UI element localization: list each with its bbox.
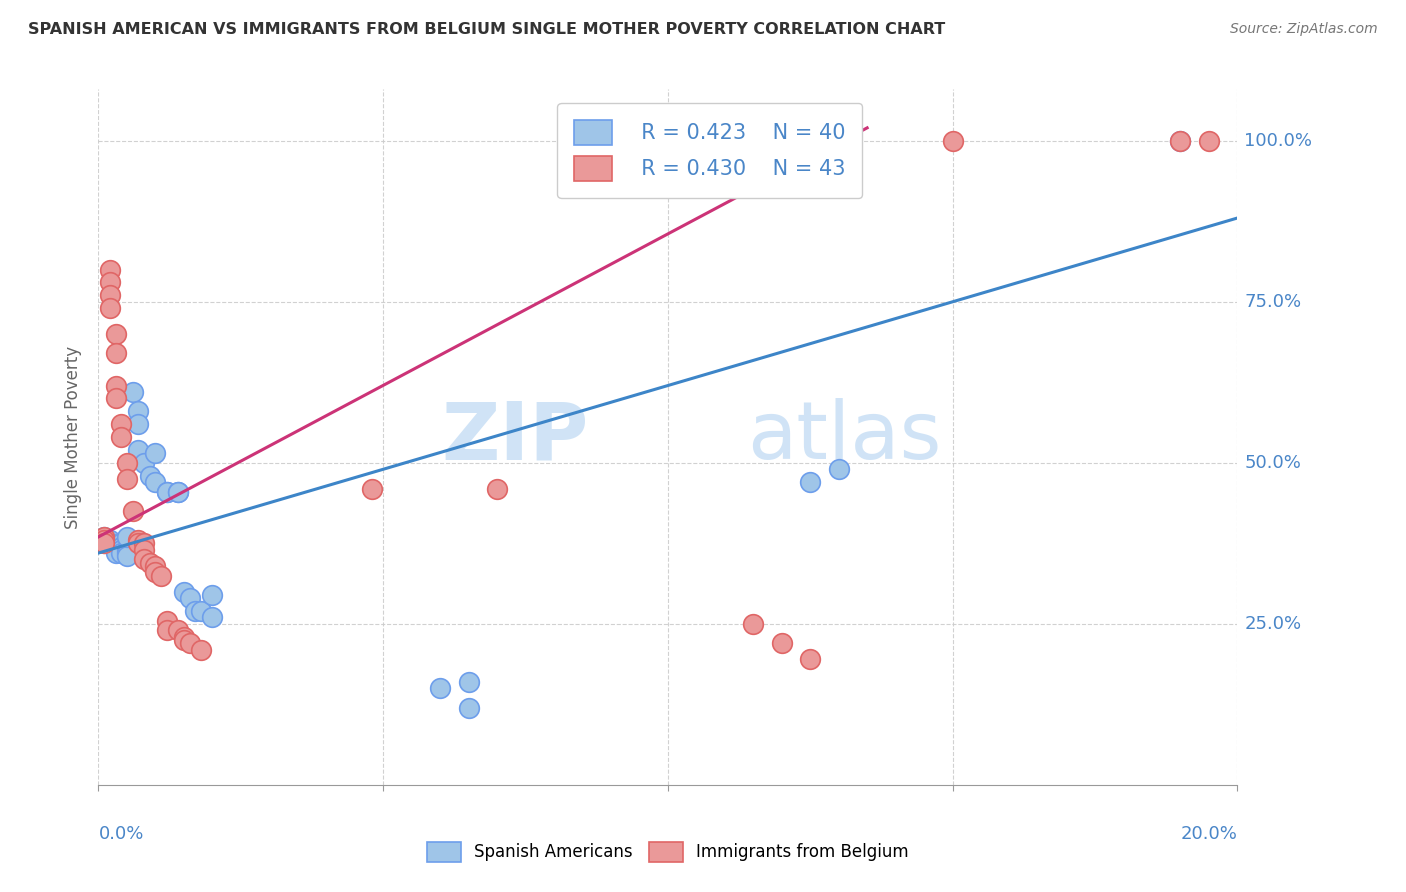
Text: 50.0%: 50.0% [1244,454,1301,472]
Point [145,558,167,573]
Point [360,482,382,496]
Point [110,540,132,554]
Point [150,568,173,582]
Point [742,616,765,631]
Point [457,700,479,714]
Point [110,536,132,550]
Point [179,636,201,650]
Legend:   R = 0.423    N = 40,   R = 0.430    N = 43: R = 0.423 N = 40, R = 0.430 N = 43 [557,103,862,198]
Point [93,533,115,548]
Point [127,417,149,432]
Point [1170,134,1192,148]
Point [132,552,155,566]
Point [132,456,155,470]
Point [156,614,179,628]
Point [457,674,479,689]
Point [190,604,212,618]
Text: 0.0%: 0.0% [98,825,143,843]
Point [93,530,115,544]
Point [104,378,127,392]
Text: 75.0%: 75.0% [1244,293,1302,310]
Point [115,472,138,486]
Point [104,546,127,560]
Point [104,326,127,341]
Point [685,134,707,148]
Point [127,442,149,457]
Point [104,346,127,360]
Point [115,530,138,544]
Point [173,584,195,599]
Point [657,134,679,148]
Point [110,542,132,557]
Point [799,475,821,490]
Point [201,610,224,624]
Point [173,633,195,648]
Text: SPANISH AMERICAN VS IMMIGRANTS FROM BELGIUM SINGLE MOTHER POVERTY CORRELATION CH: SPANISH AMERICAN VS IMMIGRANTS FROM BELG… [28,22,945,37]
Text: Source: ZipAtlas.com: Source: ZipAtlas.com [1230,22,1378,37]
Text: atlas: atlas [748,398,942,476]
Point [156,484,179,499]
Point [110,546,132,560]
Point [115,549,138,564]
Point [98,262,121,277]
Point [121,384,143,399]
Point [127,404,149,418]
Point [828,462,851,476]
Point [190,642,212,657]
Point [1170,134,1192,148]
Point [145,446,167,460]
Point [429,681,451,696]
Point [110,430,132,444]
Point [127,533,149,548]
Point [98,288,121,302]
Point [486,482,509,496]
Point [571,134,593,148]
Point [93,536,115,550]
Point [167,484,190,499]
Point [104,540,127,554]
Point [127,536,149,550]
Point [201,588,224,602]
Point [98,536,121,550]
Point [110,417,132,432]
Point [145,566,167,580]
Point [93,536,115,550]
Point [93,530,115,544]
Point [1198,134,1220,148]
Text: 25.0%: 25.0% [1244,615,1302,633]
Point [173,630,195,644]
Point [184,604,207,618]
Point [98,276,121,290]
Point [138,556,160,570]
Point [167,484,190,499]
Point [145,475,167,490]
Point [132,536,155,550]
Point [167,624,190,638]
Point [799,652,821,666]
Point [115,542,138,557]
Point [98,533,121,548]
Point [138,468,160,483]
Point [156,624,179,638]
Point [98,301,121,316]
Point [121,504,143,518]
Text: 20.0%: 20.0% [1181,825,1237,843]
Point [942,134,965,148]
Point [104,542,127,557]
Point [770,636,793,650]
Point [132,542,155,557]
Point [156,484,179,499]
Point [179,591,201,606]
Point [115,546,138,560]
Text: 100.0%: 100.0% [1244,132,1312,150]
Text: ZIP: ZIP [441,398,588,476]
Point [115,456,138,470]
Legend: Spanish Americans, Immigrants from Belgium: Spanish Americans, Immigrants from Belgi… [419,833,917,871]
Point [104,392,127,406]
Y-axis label: Single Mother Poverty: Single Mother Poverty [65,345,83,529]
